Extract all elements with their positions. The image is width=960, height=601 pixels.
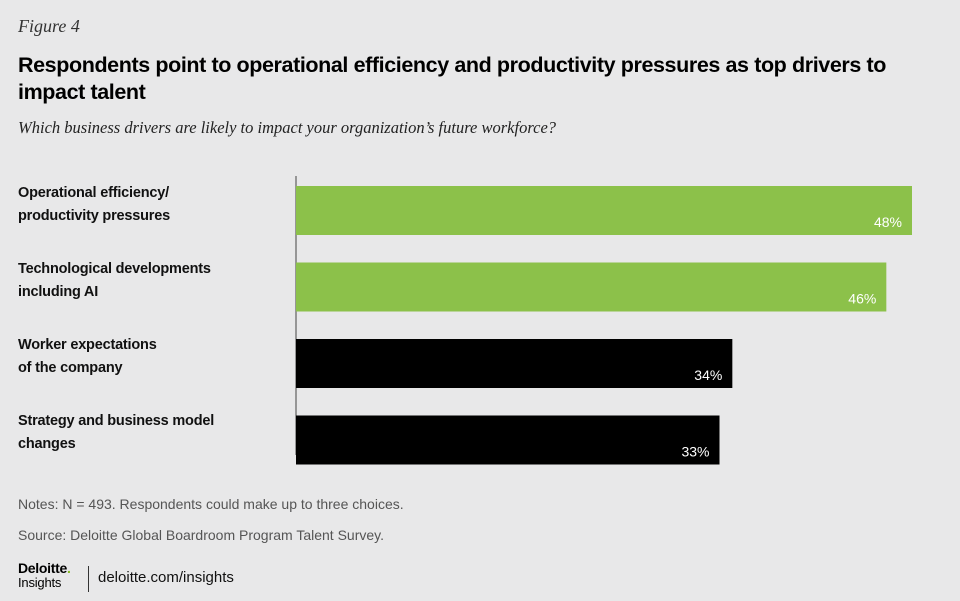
logo-insights: Insights [18,575,62,590]
bar-0 [296,186,912,235]
chart-title: Respondents point to operational efficie… [18,53,886,104]
chart-subtitle: Which business drivers are likely to imp… [18,118,557,137]
category-label-strategy-business-model: Strategy and business model changes [18,413,215,452]
bar-3 [296,415,720,465]
notes-text: Notes: N = 493. Respondents could make u… [18,496,404,512]
logo-wordmark: Deloitte [18,560,67,576]
bar-value-label-3: 33% [681,444,709,460]
bar-value-label-2: 34% [694,367,722,383]
bar-value-label-1: 46% [848,291,876,307]
bar-1 [296,262,887,312]
brand-url-link[interactable]: deloitte.com/insights [98,569,234,586]
source-text: Source: Deloitte Global Boardroom Progra… [18,527,384,543]
bar-2 [296,339,733,388]
bar-value-label-0: 48% [874,214,902,230]
category-label-worker-expectations: Worker expectations of the company [18,337,157,376]
logo-green-dot: . [66,560,71,576]
category-label-operational-efficiency: Operational efficiency/ productivity pre… [18,185,170,224]
deloitte-insights-logo: Deloitte. Insights [18,561,88,590]
category-label-technological-developments: Technological developments including AI [18,261,211,300]
brand-divider [88,566,89,592]
figure-label: Figure 4 [18,16,80,36]
